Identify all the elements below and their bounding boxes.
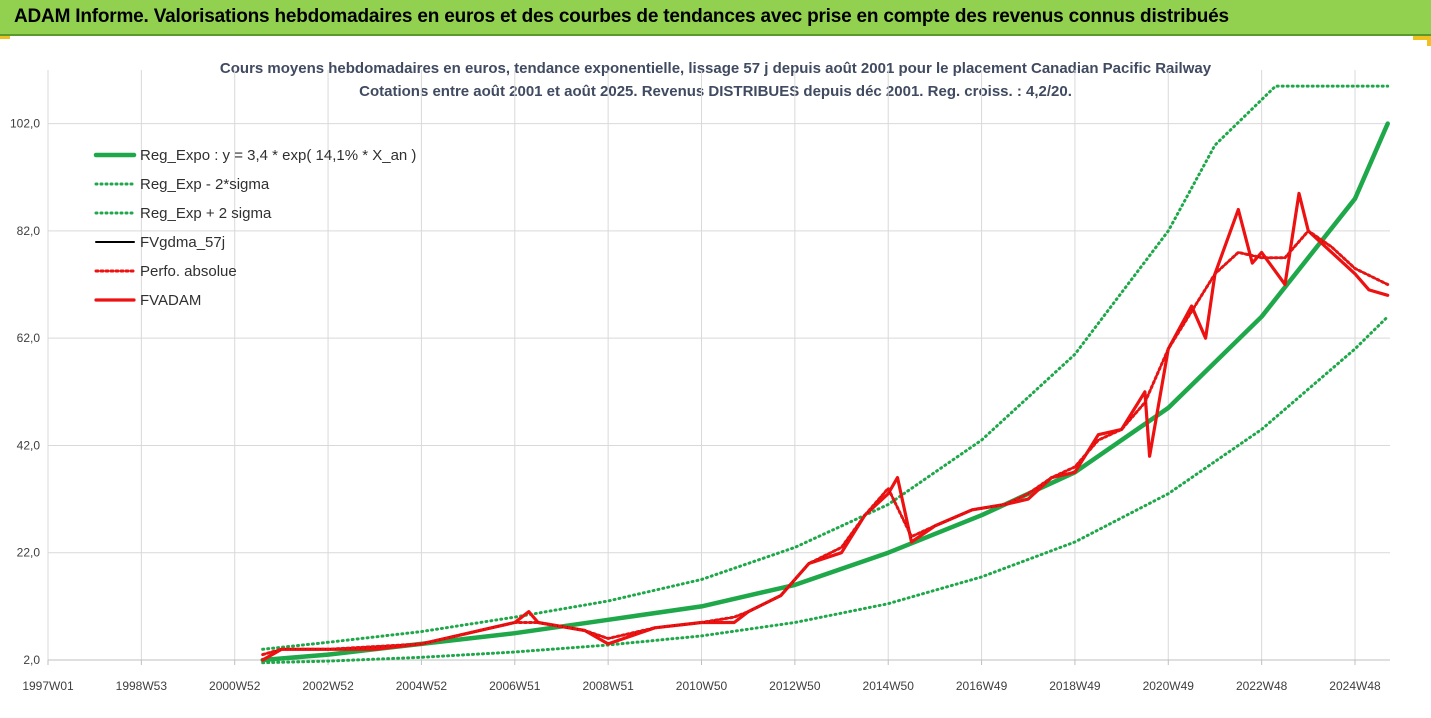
report-title: ADAM Informe. Valorisations hebdomadaire…	[14, 6, 1229, 27]
legend: Reg_Expo : y = 3,4 * exp( 14,1% * X_an )…	[93, 147, 416, 309]
x-tick-label: 2016W49	[956, 679, 1008, 693]
chart-subtitle: Cotations entre août 2001 et août 2025. …	[359, 83, 1072, 100]
y-tick-label: 42,0	[17, 438, 41, 452]
series-line-2	[261, 84, 1390, 651]
x-tick-label: 2006W51	[489, 679, 541, 693]
x-tick-label: 2002W52	[302, 679, 354, 693]
corner-mark-left	[0, 36, 10, 39]
x-tick-label: 2022W48	[1236, 679, 1288, 693]
y-tick-label: 82,0	[17, 224, 41, 238]
x-tick-label: 2012W50	[769, 679, 821, 693]
legend-label: Reg_Expo : y = 3,4 * exp( 14,1% * X_an )	[140, 147, 416, 164]
series-line-5	[261, 191, 1390, 662]
x-tick-label: 2014W50	[863, 679, 915, 693]
legend-label: Perfo. absolue	[140, 263, 237, 280]
series-line-4	[261, 229, 1390, 657]
y-tick-label: 22,0	[17, 546, 41, 560]
x-tick-label: 2018W49	[1049, 679, 1101, 693]
legend-label: FVADAM	[140, 292, 201, 309]
x-tick-label: 2008W51	[582, 679, 634, 693]
y-tick-label: 2,0	[23, 653, 40, 667]
chart-title: Cours moyens hebdomadaires en euros, ten…	[219, 60, 1212, 77]
corner-mark-right-vertical	[1427, 36, 1431, 46]
y-tick-label: 62,0	[17, 331, 41, 345]
x-tick-label: 2024W48	[1329, 679, 1381, 693]
series-lines	[260, 84, 1390, 665]
legend-label: Reg_Exp - 2*sigma	[140, 176, 270, 193]
legend-label: FVgdma_57j	[140, 234, 225, 251]
series-line-3	[261, 229, 1389, 656]
series-line-1	[261, 315, 1390, 665]
legend-label: Reg_Exp + 2 sigma	[140, 205, 272, 222]
x-tick-label: 1998W53	[116, 679, 168, 693]
x-tick-label: 1997W01	[22, 679, 74, 693]
axes: 2,0 22,0 42,0 62,0 82,0 102,0 1997W01 1998W53 20…	[10, 117, 1390, 693]
x-tick-label: 2000W52	[209, 679, 261, 693]
y-tick-label: 102,0	[10, 117, 40, 131]
chart-area: Cours moyens hebdomadaires en euros, ten…	[0, 36, 1431, 718]
x-tick-label: 2010W50	[676, 679, 728, 693]
report-banner: ADAM Informe. Valorisations hebdomadaire…	[0, 0, 1431, 36]
series-line-0	[260, 121, 1390, 663]
corner-mark-right	[1413, 36, 1431, 40]
x-tick-label: 2004W52	[396, 679, 448, 693]
x-tick-label: 2020W49	[1143, 679, 1195, 693]
